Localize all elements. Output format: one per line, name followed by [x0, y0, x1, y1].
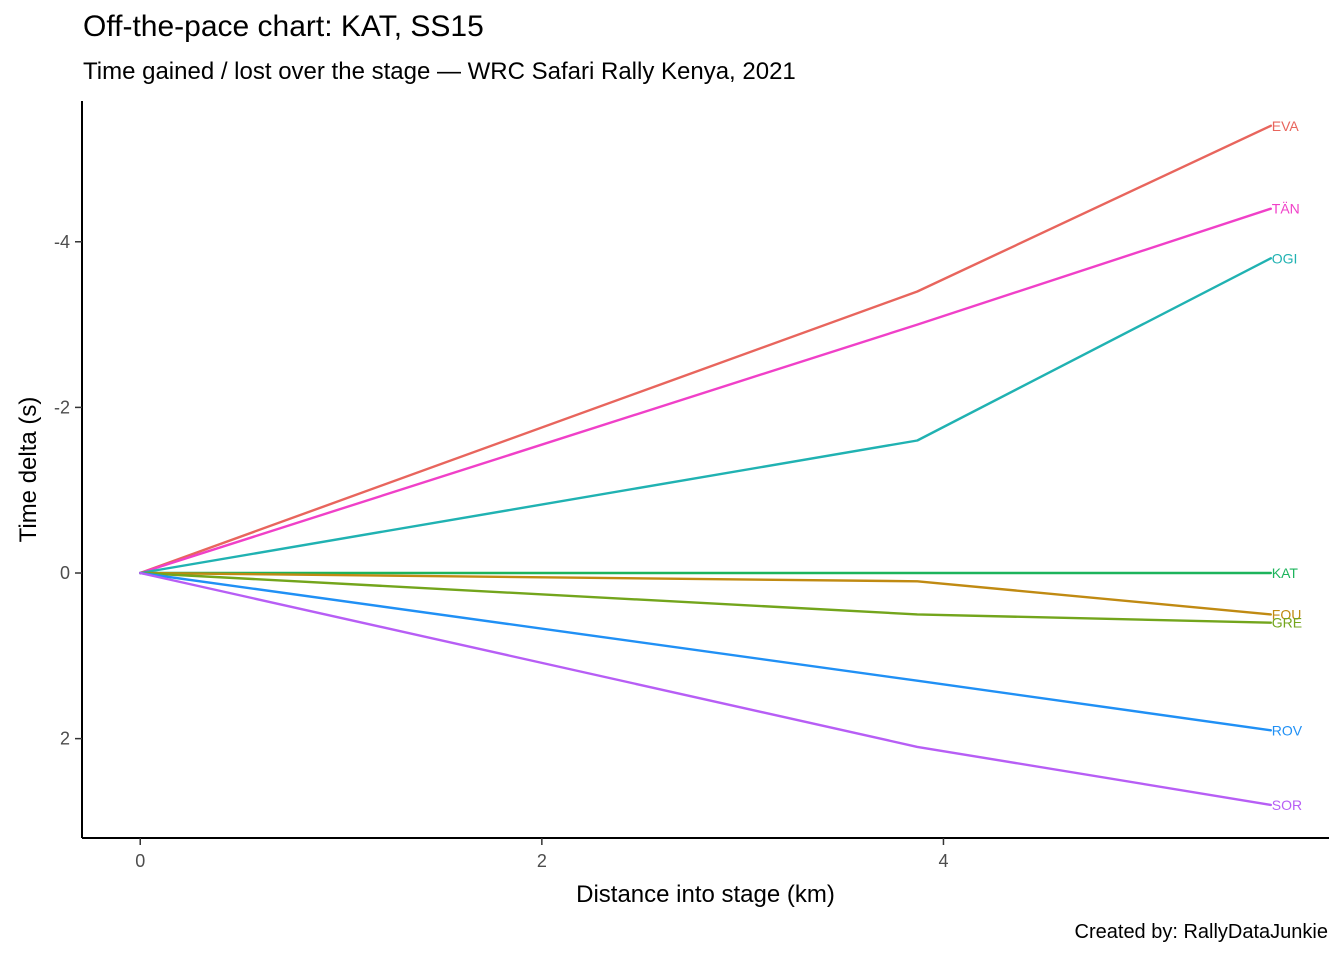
chart-caption: Created by: RallyDataJunkie	[1074, 921, 1328, 943]
series-line-ogi	[138, 257, 1273, 575]
y-tick-label: 2	[60, 729, 70, 749]
series-label-ogi: OGI	[1272, 250, 1298, 266]
series-line-rov	[138, 571, 1273, 732]
series-line-fou	[138, 571, 1273, 616]
series-line-sor	[138, 571, 1273, 807]
series-label-tän: TÄN	[1272, 201, 1300, 217]
y-tick-label: -2	[54, 397, 70, 417]
series-line-eva	[138, 124, 1273, 575]
tick-layer: 0 2 4 -4 -2 0 2	[54, 232, 948, 871]
series-label-sor: SOR	[1272, 797, 1302, 813]
x-axis-title: Distance into stage (km)	[576, 881, 835, 908]
series-line-tän	[138, 207, 1273, 575]
series-label-rov: ROV	[1272, 722, 1303, 738]
y-tick-label: 0	[60, 563, 70, 583]
series-label-kat: KAT	[1272, 565, 1299, 581]
x-tick-label: 0	[135, 851, 145, 871]
series-layer	[138, 124, 1273, 807]
series-label-eva: EVA	[1272, 118, 1300, 134]
series-line-gre	[138, 571, 1273, 624]
x-tick-label: 4	[938, 851, 948, 871]
y-axis-title: Time delta (s)	[15, 397, 42, 543]
x-tick-label: 2	[537, 851, 547, 871]
chart-subtitle: Time gained / lost over the stage — WRC …	[83, 58, 796, 85]
chart-title: Off-the-pace chart: KAT, SS15	[83, 10, 484, 43]
y-tick-label: -4	[54, 232, 70, 252]
series-label-fou: FOU	[1272, 606, 1302, 622]
series-label-gre: GRE	[1272, 615, 1302, 631]
axis-layer	[81, 101, 1329, 839]
